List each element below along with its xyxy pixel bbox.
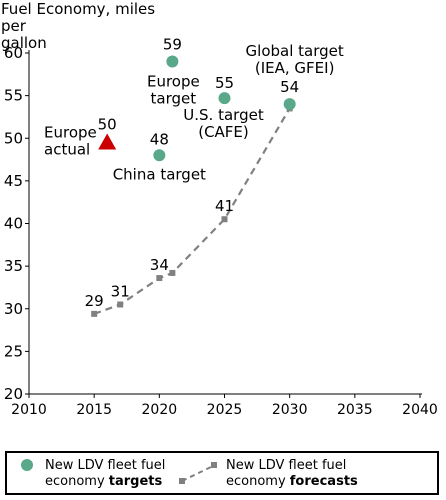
target-point bbox=[166, 55, 179, 68]
legend-forecasts-bold: forecasts bbox=[289, 474, 358, 489]
y-tick-label: 50 bbox=[4, 129, 23, 147]
target-value-label: 54 bbox=[280, 78, 299, 96]
x-tick-label: 2030 bbox=[272, 402, 308, 418]
legend-forecasts-prefix: economy bbox=[226, 474, 290, 489]
legend-forecasts-line1: New LDV fleet fuel bbox=[226, 458, 347, 473]
target-name-label: (IEA, GFEI) bbox=[255, 59, 335, 77]
target-name-label: Europe bbox=[147, 73, 200, 91]
forecast-point bbox=[156, 275, 163, 282]
forecast-value-label: 41 bbox=[215, 197, 234, 215]
legend-forecast-marker-end bbox=[211, 462, 217, 468]
y-tick-label: 25 bbox=[4, 342, 23, 360]
x-tick-label: 2010 bbox=[11, 402, 47, 418]
forecast-point bbox=[221, 216, 228, 223]
legend-targets-prefix: economy bbox=[45, 474, 109, 489]
actual-name-label: Europe bbox=[44, 124, 97, 142]
forecast-series: 29 31 34 41 bbox=[85, 105, 293, 317]
legend-forecasts-label: New LDV fleet fuel economy forecasts bbox=[226, 458, 358, 490]
x-tick-labels: 2010 2015 2020 2025 2030 2035 2040 bbox=[11, 402, 438, 418]
y-tick-label: 60 bbox=[4, 44, 23, 62]
forecast-value-label: 31 bbox=[111, 282, 130, 300]
y-tick-label: 30 bbox=[4, 300, 23, 318]
legend-forecast-line bbox=[181, 465, 214, 482]
target-name-label: target bbox=[151, 90, 197, 108]
y-tick-label: 40 bbox=[4, 215, 23, 233]
legend-targets-bold: targets bbox=[108, 474, 163, 489]
legend-targets-line1: New LDV fleet fuel bbox=[45, 458, 166, 473]
forecast-point bbox=[169, 269, 176, 276]
forecast-value-label: 29 bbox=[85, 292, 104, 310]
y-tick-label: 35 bbox=[4, 257, 23, 275]
forecast-value-label: 34 bbox=[150, 256, 169, 274]
y-tick-label: 45 bbox=[4, 172, 23, 190]
y-title-line: Fuel Economy, miles bbox=[1, 0, 155, 18]
y-tick-label: 20 bbox=[4, 385, 23, 403]
y-tick-label: 55 bbox=[4, 87, 23, 105]
target-point bbox=[283, 98, 296, 111]
y-title-line: per bbox=[1, 17, 27, 35]
x-tick-label: 2020 bbox=[142, 402, 178, 418]
x-tick-label: 2025 bbox=[207, 402, 243, 418]
target-point bbox=[218, 92, 231, 105]
forecast-line bbox=[93, 107, 291, 315]
legend: New LDV fleet fuel economy targets New L… bbox=[5, 451, 439, 495]
target-name-label: (CAFE) bbox=[198, 123, 249, 141]
actual-point bbox=[98, 133, 117, 150]
axes bbox=[25, 50, 422, 398]
x-tick-label: 2015 bbox=[76, 402, 112, 418]
target-value-label: 48 bbox=[150, 130, 169, 148]
x-tick-label: 2040 bbox=[402, 402, 438, 418]
legend-forecast-marker-start bbox=[179, 478, 185, 484]
forecast-point bbox=[117, 301, 124, 308]
target-name-label: China target bbox=[113, 165, 206, 183]
y-title-line: gallon bbox=[1, 34, 47, 52]
actual-name-label: actual bbox=[44, 141, 90, 159]
target-name-label: U.S. target bbox=[183, 106, 264, 124]
target-point bbox=[153, 149, 166, 162]
x-tick-label: 2035 bbox=[337, 402, 373, 418]
y-tick-labels: 20 25 30 35 40 45 50 55 60 bbox=[4, 44, 23, 403]
legend-targets-label: New LDV fleet fuel economy targets bbox=[45, 458, 165, 490]
legend-markers bbox=[21, 459, 217, 484]
actual-value-label: 50 bbox=[98, 116, 117, 134]
legend-target-marker bbox=[21, 459, 33, 471]
target-value-label: 55 bbox=[215, 74, 234, 92]
target-value-label: 59 bbox=[163, 36, 182, 54]
forecast-point bbox=[91, 310, 98, 317]
target-name-label: Global target bbox=[246, 42, 344, 60]
